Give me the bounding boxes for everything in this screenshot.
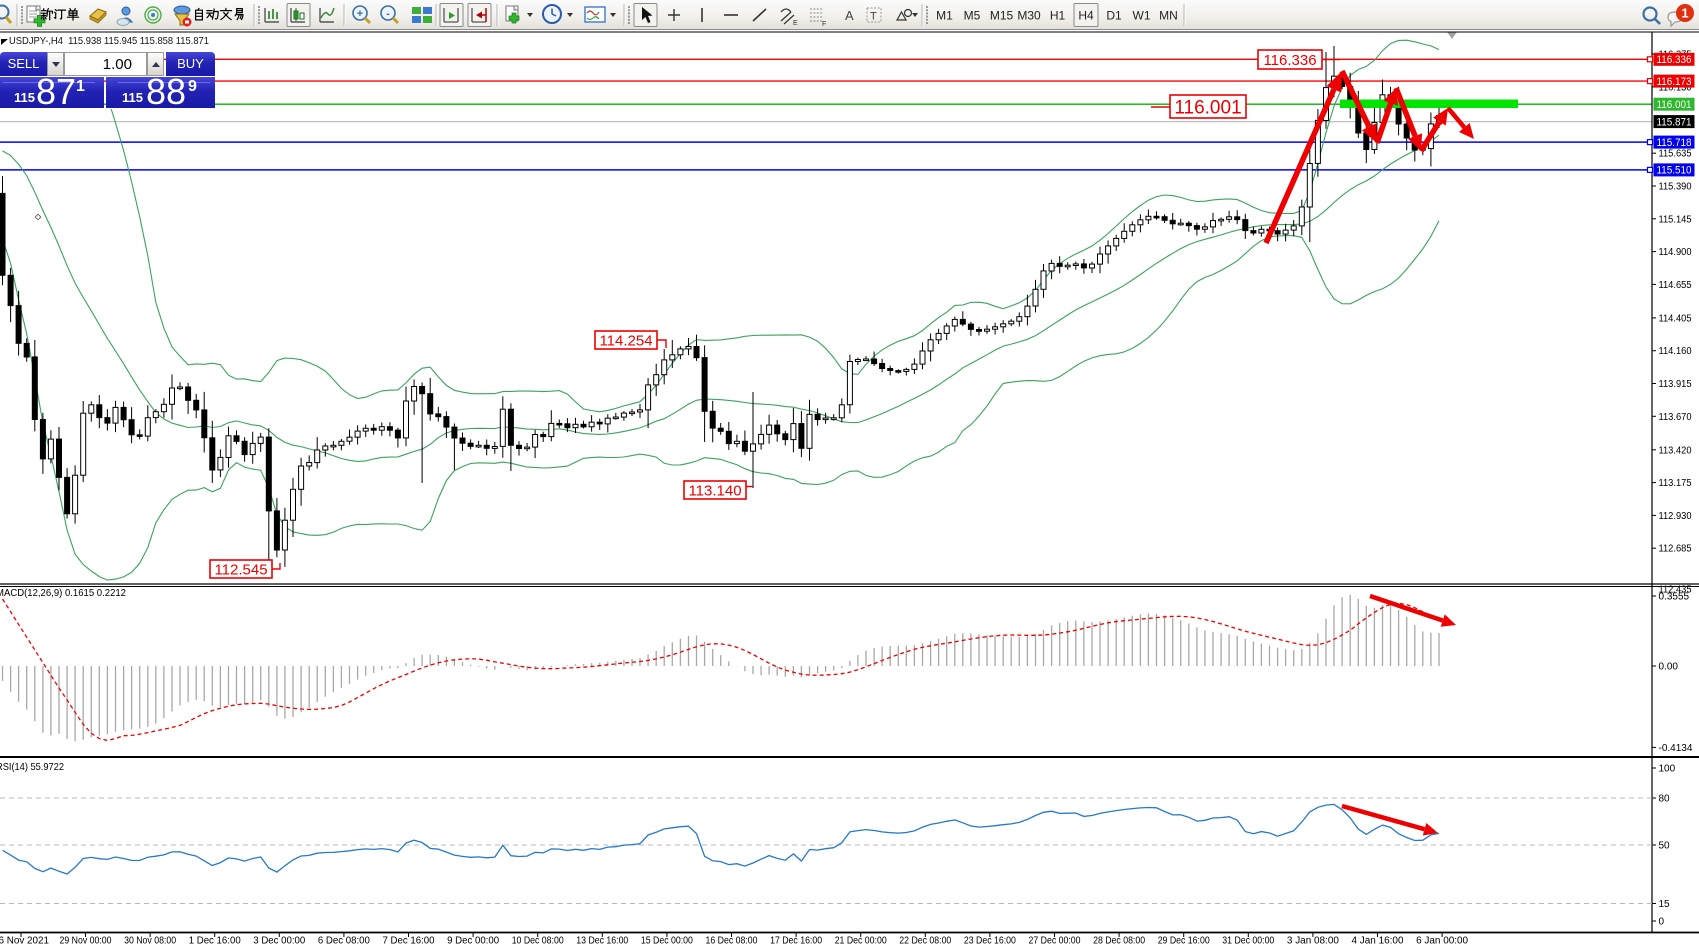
svg-text:116.001: 116.001: [1174, 97, 1241, 118]
svg-text:50: 50: [1659, 841, 1671, 852]
svg-text:7 Dec 16:00: 7 Dec 16:00: [383, 936, 435, 946]
svg-text:H4: H4: [1078, 9, 1094, 23]
svg-text:30 Nov 08:00: 30 Nov 08:00: [124, 936, 176, 946]
svg-text:29 Nov 00:00: 29 Nov 00:00: [60, 936, 112, 946]
svg-text:E: E: [793, 20, 798, 27]
svg-text:115.635: 115.635: [1659, 149, 1692, 160]
svg-text:-: -: [386, 8, 390, 20]
svg-text:0.00: 0.00: [1659, 662, 1679, 673]
svg-text:116.001: 116.001: [1657, 99, 1692, 111]
svg-text:+: +: [357, 8, 363, 20]
svg-text:23 Dec 16:00: 23 Dec 16:00: [964, 936, 1016, 946]
svg-text:6 Dec 08:00: 6 Dec 08:00: [318, 936, 370, 946]
svg-text:13 Dec 16:00: 13 Dec 16:00: [576, 936, 628, 946]
svg-text:112.685: 112.685: [1659, 544, 1692, 555]
svg-text:113.175: 113.175: [1659, 478, 1692, 489]
svg-text:RSI(14) 55.9722: RSI(14) 55.9722: [0, 761, 64, 773]
svg-text:6 Jan 00:00: 6 Jan 00:00: [1416, 936, 1468, 946]
svg-text:15: 15: [1659, 899, 1671, 910]
svg-text:114.405: 114.405: [1659, 313, 1692, 324]
svg-text:29 Dec 16:00: 29 Dec 16:00: [1158, 936, 1210, 946]
svg-text:31 Dec 00:00: 31 Dec 00:00: [1222, 936, 1274, 946]
svg-text:100: 100: [1659, 764, 1676, 775]
svg-text:115.145: 115.145: [1659, 214, 1692, 225]
svg-text:112.545: 112.545: [214, 561, 267, 578]
svg-text:1 Dec 16:00: 1 Dec 16:00: [189, 936, 241, 946]
svg-text:1: 1: [1681, 6, 1688, 21]
svg-text:116.130: 116.130: [1659, 82, 1692, 93]
svg-text:115.718: 115.718: [1657, 137, 1692, 149]
svg-text:115.510: 115.510: [1657, 165, 1692, 177]
svg-text:114.160: 114.160: [1659, 346, 1692, 357]
svg-text:A: A: [845, 8, 854, 23]
svg-text:9 Dec 00:00: 9 Dec 00:00: [447, 936, 499, 946]
svg-text:115.390: 115.390: [1659, 182, 1692, 193]
svg-text:115.871: 115.871: [1657, 116, 1692, 128]
svg-text:113.915: 113.915: [1659, 379, 1692, 390]
svg-text:D1: D1: [1106, 9, 1122, 23]
svg-text:80: 80: [1659, 794, 1671, 805]
svg-text:0.3555: 0.3555: [1659, 592, 1690, 603]
svg-text:3 Jan 08:00: 3 Jan 08:00: [1287, 936, 1339, 946]
svg-text:116.336: 116.336: [1657, 54, 1692, 66]
svg-text:3 Dec 00:00: 3 Dec 00:00: [253, 936, 305, 946]
svg-text:MN: MN: [1159, 9, 1178, 23]
svg-text:M1: M1: [936, 9, 953, 23]
svg-text:H1: H1: [1050, 9, 1066, 23]
svg-text:USDJPY-,H4 115.938 115.945 11: USDJPY-,H4 115.938 115.945 115.858 115.8…: [9, 35, 209, 47]
svg-text:113.670: 113.670: [1659, 412, 1692, 423]
svg-text:21 Dec 00:00: 21 Dec 00:00: [835, 936, 887, 946]
svg-text:4 Jan 16:00: 4 Jan 16:00: [1352, 936, 1404, 946]
svg-text:26 Nov 2021: 26 Nov 2021: [0, 936, 49, 946]
svg-text:M15: M15: [990, 9, 1014, 23]
svg-text:114.254: 114.254: [599, 332, 652, 349]
svg-text:114.900: 114.900: [1659, 247, 1692, 258]
svg-text:27 Dec 00:00: 27 Dec 00:00: [1029, 936, 1081, 946]
svg-text:-0.4134: -0.4134: [1659, 743, 1693, 754]
svg-text:F: F: [822, 21, 826, 28]
svg-text:116.336: 116.336: [1263, 52, 1316, 69]
svg-text:M30: M30: [1017, 9, 1041, 23]
svg-text:22 Dec 08:00: 22 Dec 08:00: [899, 936, 951, 946]
svg-text:113.140: 113.140: [688, 482, 741, 499]
svg-text:16 Dec 08:00: 16 Dec 08:00: [706, 936, 758, 946]
svg-text:116.173: 116.173: [1657, 76, 1692, 88]
svg-text:MACD(12,26,9) 0.1615 0.2212: MACD(12,26,9) 0.1615 0.2212: [0, 587, 126, 599]
svg-text:28 Dec 08:00: 28 Dec 08:00: [1093, 936, 1145, 946]
svg-text:112.930: 112.930: [1659, 511, 1692, 522]
svg-text:15 Dec 00:00: 15 Dec 00:00: [641, 936, 693, 946]
svg-text:113.420: 113.420: [1659, 445, 1692, 456]
svg-text:M5: M5: [964, 9, 981, 23]
svg-text:17 Dec 16:00: 17 Dec 16:00: [770, 936, 822, 946]
svg-text:112.435: 112.435: [1659, 585, 1692, 596]
svg-text:10 Dec 08:00: 10 Dec 08:00: [512, 936, 564, 946]
svg-text:114.655: 114.655: [1659, 280, 1692, 291]
svg-text:W1: W1: [1133, 9, 1151, 23]
svg-text:0: 0: [1659, 917, 1665, 928]
svg-text:T: T: [870, 11, 877, 23]
